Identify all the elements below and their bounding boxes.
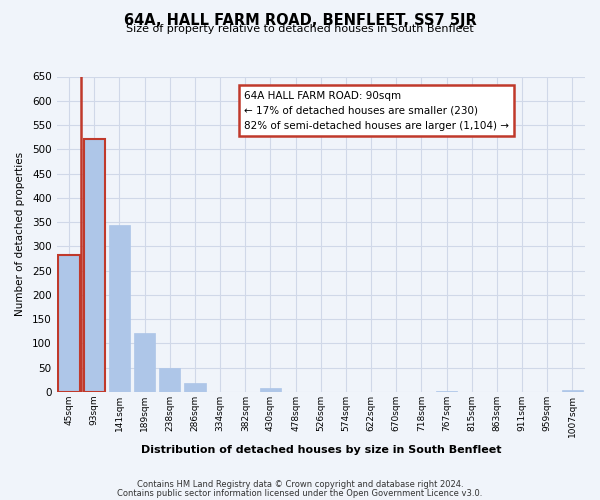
Text: Size of property relative to detached houses in South Benfleet: Size of property relative to detached ho… bbox=[126, 24, 474, 34]
Bar bbox=[83, 139, 105, 392]
Bar bbox=[436, 391, 457, 392]
Bar bbox=[83, 139, 105, 392]
Bar bbox=[184, 382, 206, 392]
Bar bbox=[562, 390, 583, 392]
X-axis label: Distribution of detached houses by size in South Benfleet: Distribution of detached houses by size … bbox=[140, 445, 501, 455]
Bar bbox=[109, 225, 130, 392]
Bar bbox=[260, 388, 281, 392]
Bar bbox=[134, 332, 155, 392]
Y-axis label: Number of detached properties: Number of detached properties bbox=[15, 152, 25, 316]
Bar bbox=[58, 254, 80, 392]
Bar bbox=[159, 368, 181, 392]
Text: 64A, HALL FARM ROAD, BENFLEET, SS7 5JR: 64A, HALL FARM ROAD, BENFLEET, SS7 5JR bbox=[124, 12, 476, 28]
Text: 64A HALL FARM ROAD: 90sqm
← 17% of detached houses are smaller (230)
82% of semi: 64A HALL FARM ROAD: 90sqm ← 17% of detac… bbox=[244, 90, 509, 131]
Text: Contains public sector information licensed under the Open Government Licence v3: Contains public sector information licen… bbox=[118, 489, 482, 498]
Text: Contains HM Land Registry data © Crown copyright and database right 2024.: Contains HM Land Registry data © Crown c… bbox=[137, 480, 463, 489]
Bar bbox=[58, 254, 80, 392]
